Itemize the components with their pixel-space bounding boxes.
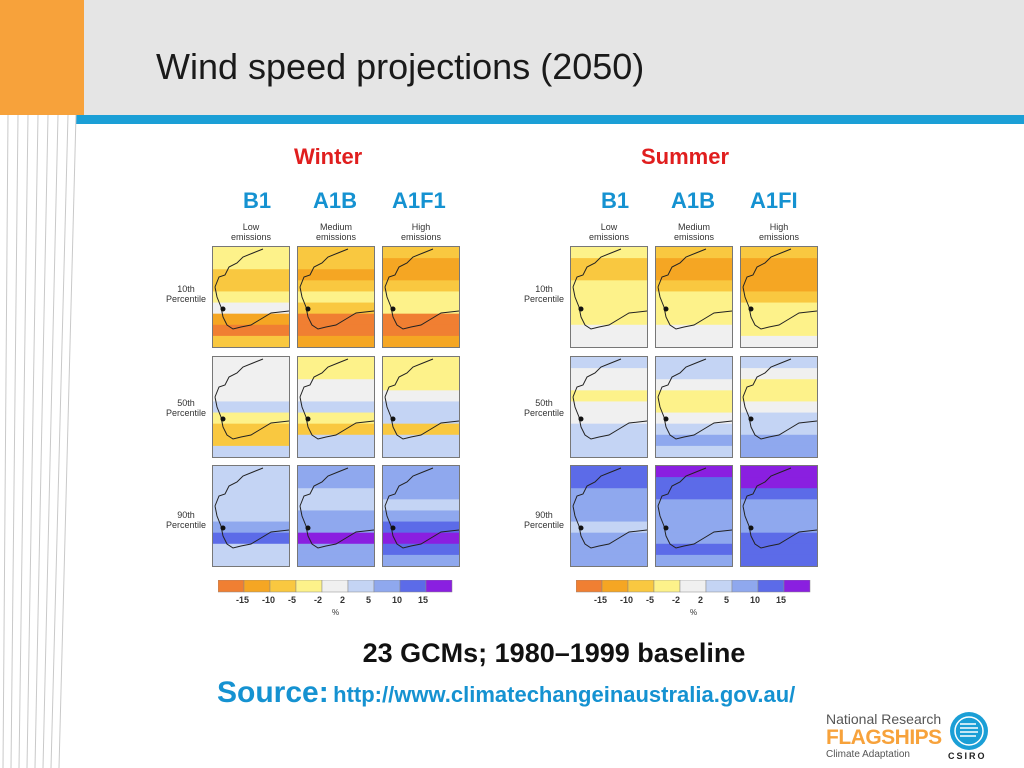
percentile-label-10th: 10th Percentile — [165, 284, 207, 304]
legend-swatch-0 — [217, 579, 245, 593]
logo-climate-adaptation: Climate Adaptation — [826, 749, 910, 760]
gcm-baseline-note: 23 GCMs; 1980–1999 baseline — [362, 638, 746, 668]
source-label: Source: — [217, 676, 329, 709]
legend-tick: -10 — [262, 595, 276, 605]
legend-swatch-8 — [783, 579, 811, 593]
map-summer-50th-medium — [655, 356, 733, 458]
legend-tick: 10 — [392, 595, 403, 605]
map-summer-10th-low — [570, 246, 648, 348]
orange-accent — [0, 0, 84, 115]
map-summer-50th-high — [740, 356, 818, 458]
winter-scenario-b1: B1 — [243, 188, 272, 213]
legend-unit: % — [690, 608, 698, 617]
logo-national-research: National Research — [826, 711, 942, 727]
legend-swatch-3 — [295, 579, 323, 593]
legend-tick: 5 — [366, 595, 372, 605]
legend-tick: -2 — [314, 595, 323, 605]
map-winter-90th-medium — [297, 465, 375, 567]
summer-scenario-a1b: A1B — [671, 188, 716, 213]
flagships-logo: National Research FLAGSHIPS Climate Adap… — [826, 712, 942, 761]
legend-tick: 10 — [750, 595, 761, 605]
emission-label-low: Low emissions — [230, 222, 271, 242]
page-title: Wind speed projections (2050) — [156, 46, 645, 87]
legend-swatch-5 — [705, 579, 733, 593]
legend-swatch-2 — [627, 579, 655, 593]
legend-tick: 15 — [418, 595, 429, 605]
map-summer-90th-high — [740, 465, 818, 567]
winter-label: Winter — [294, 144, 363, 169]
legend-swatch-3 — [653, 579, 681, 593]
source-line: Source: http://www.climatechangeinaustra… — [217, 676, 795, 710]
map-winter-10th-medium — [297, 246, 375, 348]
summer-map-panel: Low emissions Medium emissions High emis… — [520, 222, 830, 617]
map-winter-90th-low — [212, 465, 290, 567]
legend-tick: -5 — [646, 595, 655, 605]
winter-map-panel: Low emissions Medium emissions High emis… — [162, 222, 472, 617]
map-winter-50th-low — [212, 356, 290, 458]
winter-color-legend: -15 -10 -5 -2 2 5 10 15% — [217, 579, 458, 617]
logo-flagships: FLAGSHIPS — [826, 726, 942, 749]
emission-label-low: Low emissions — [588, 222, 629, 242]
emission-label-medium: Medium emissions — [673, 222, 714, 242]
legend-swatch-6 — [373, 579, 401, 593]
percentile-label-90th: 90th Percentile — [165, 510, 207, 530]
legend-tick: -15 — [236, 595, 250, 605]
header-band — [0, 0, 1024, 115]
legend-swatch-4 — [321, 579, 349, 593]
blue-divider — [76, 115, 1024, 124]
emission-label-medium: Medium emissions — [315, 222, 356, 242]
csiro-wordmark: CSIRO — [948, 751, 987, 761]
legend-tick: 5 — [724, 595, 730, 605]
legend-unit: % — [332, 608, 340, 617]
legend-swatch-7 — [399, 579, 427, 593]
legend-swatch-1 — [243, 579, 271, 593]
summer-scenario-b1: B1 — [601, 188, 630, 213]
map-summer-10th-high — [740, 246, 818, 348]
legend-swatch-5 — [347, 579, 375, 593]
percentile-label-90th: 90th Percentile — [523, 510, 565, 530]
winter-scenario-a1f1: A1F1 — [392, 188, 446, 213]
emission-label-high: High emissions — [400, 222, 441, 242]
legend-swatch-1 — [601, 579, 629, 593]
legend-tick: 15 — [776, 595, 787, 605]
map-winter-10th-low — [212, 246, 290, 348]
source-link[interactable]: http://www.climatechangeinaustralia.gov.… — [333, 682, 796, 707]
map-summer-10th-medium — [655, 246, 733, 348]
summer-label: Summer — [641, 144, 730, 169]
map-summer-50th-low — [570, 356, 648, 458]
legend-swatch-7 — [757, 579, 785, 593]
map-summer-90th-low — [570, 465, 648, 567]
map-winter-50th-high — [382, 356, 460, 458]
summer-color-legend: -15 -10 -5 -2 2 5 10 15% — [575, 579, 816, 617]
legend-swatch-2 — [269, 579, 297, 593]
legend-swatch-8 — [425, 579, 453, 593]
legend-tick: -10 — [620, 595, 634, 605]
percentile-label-10th: 10th Percentile — [523, 284, 565, 304]
winter-scenario-a1b: A1B — [313, 188, 358, 213]
legend-tick: 2 — [340, 595, 346, 605]
legend-tick: -15 — [594, 595, 608, 605]
decorative-stripes — [2, 115, 77, 768]
map-winter-50th-medium — [297, 356, 375, 458]
csiro-logo-icon — [950, 712, 988, 750]
legend-swatch-0 — [575, 579, 603, 593]
map-winter-10th-high — [382, 246, 460, 348]
summer-scenario-a1fi: A1FI — [750, 188, 798, 213]
legend-tick: 2 — [698, 595, 704, 605]
legend-swatch-6 — [731, 579, 759, 593]
emission-label-high: High emissions — [758, 222, 799, 242]
legend-swatch-4 — [679, 579, 707, 593]
legend-tick: -2 — [672, 595, 681, 605]
map-summer-90th-medium — [655, 465, 733, 567]
map-winter-90th-high — [382, 465, 460, 567]
legend-tick: -5 — [288, 595, 297, 605]
percentile-label-50th: 50th Percentile — [165, 398, 207, 418]
percentile-label-50th: 50th Percentile — [523, 398, 565, 418]
